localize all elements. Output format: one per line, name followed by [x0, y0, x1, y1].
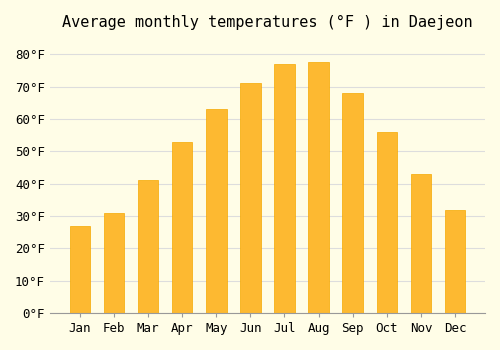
- Bar: [240, 83, 260, 313]
- Bar: [70, 226, 90, 313]
- Bar: [308, 62, 329, 313]
- Title: Average monthly temperatures (°F ) in Daejeon: Average monthly temperatures (°F ) in Da…: [62, 15, 472, 30]
- Bar: [104, 213, 124, 313]
- Bar: [274, 64, 294, 313]
- Bar: [410, 174, 431, 313]
- Bar: [138, 180, 158, 313]
- Bar: [342, 93, 363, 313]
- Bar: [445, 210, 465, 313]
- Bar: [172, 142, 193, 313]
- Bar: [376, 132, 397, 313]
- Bar: [206, 109, 227, 313]
